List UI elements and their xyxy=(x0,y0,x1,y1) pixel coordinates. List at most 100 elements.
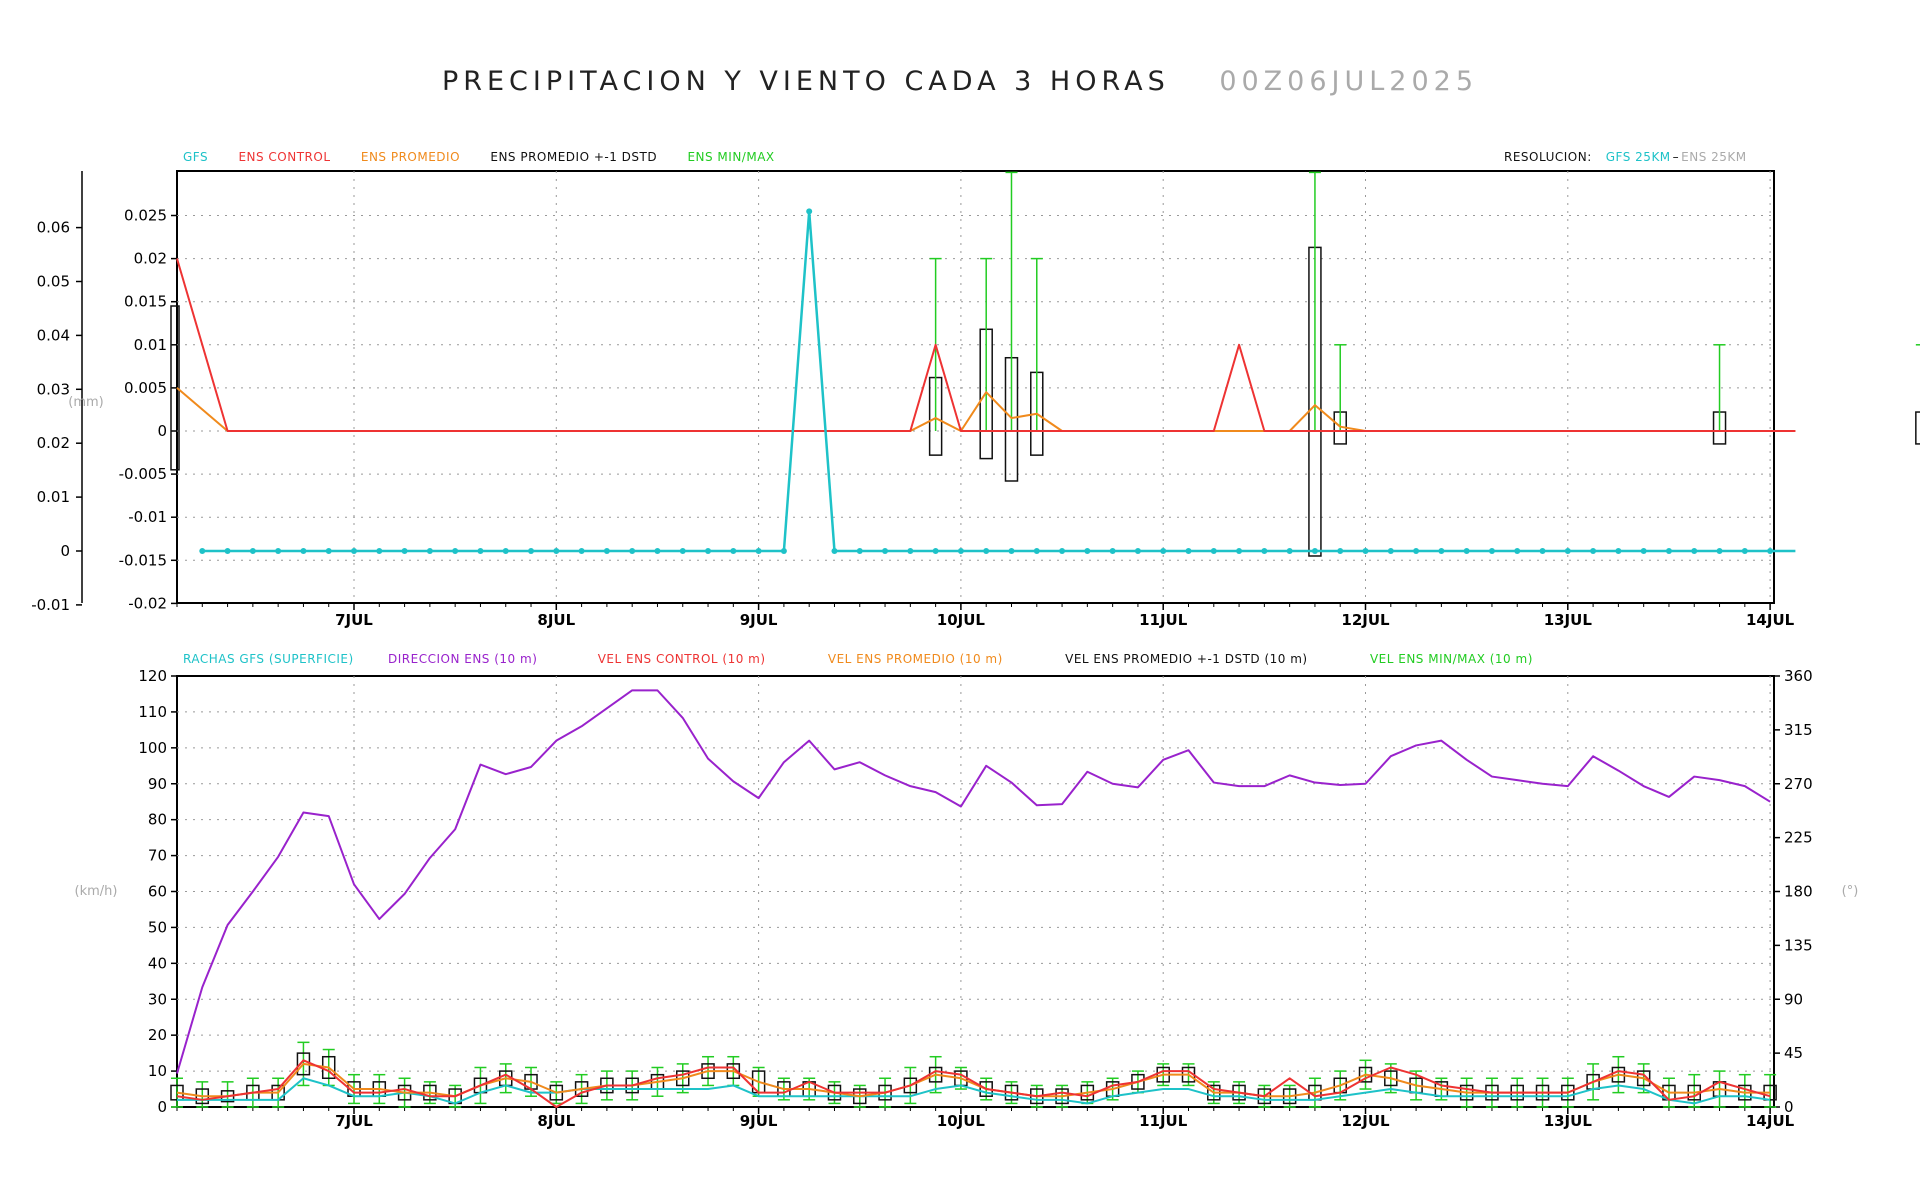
gfs-point xyxy=(1741,548,1748,554)
gfs-point xyxy=(629,548,636,554)
bottom-left-axis-label: (km/h) xyxy=(75,884,118,899)
bottom-right-tick-label: 135 xyxy=(1784,936,1813,954)
gfs-point xyxy=(1210,548,1217,554)
gfs-point xyxy=(401,548,408,554)
top-x-tick-label: 12JUL xyxy=(1341,611,1390,629)
bottom-x-tick-label: 12JUL xyxy=(1341,1112,1390,1130)
top-x-tick-label: 7JUL xyxy=(335,611,373,629)
bottom-x-tick-label: 14JUL xyxy=(1746,1112,1795,1130)
gfs-point xyxy=(983,548,990,554)
bottom-legend: RACHAS GFS (SUPERFICIE) DIRECCION ENS (1… xyxy=(183,652,1533,666)
gfs-point xyxy=(1767,548,1774,554)
gfs-point xyxy=(882,548,889,554)
legend-ens-minmax: ENS MIN/MAX xyxy=(687,150,775,164)
resolution-legend: RESOLUCION: GFS 25KM – ENS 25KM xyxy=(1504,150,1747,164)
gfs-point xyxy=(553,548,560,554)
bottom-x-tick-label: 7JUL xyxy=(335,1112,373,1130)
gfs-point xyxy=(1539,548,1546,554)
bottom-plot-frame xyxy=(176,675,1775,1108)
gfs-point xyxy=(957,548,964,554)
legend-gfs: GFS xyxy=(183,150,209,164)
bottom-right-tick-label: 45 xyxy=(1784,1044,1803,1062)
gfs-point xyxy=(1084,548,1091,554)
top-left-tick-label: 0.04 xyxy=(37,326,70,344)
bottom-right-axis-label: (°) xyxy=(1842,884,1859,899)
wind-std-box xyxy=(903,1077,918,1094)
gfs-point xyxy=(1564,548,1571,554)
bottom-right-tick-label: 180 xyxy=(1784,883,1813,901)
series-direccion xyxy=(176,689,1771,1074)
gfs-point xyxy=(1691,548,1698,554)
bottom-x-tick-label: 10JUL xyxy=(937,1112,986,1130)
gfs-point xyxy=(603,548,610,554)
bottom-left-tick-label: 110 xyxy=(138,703,167,721)
chart-title-row: PRECIPITACION Y VIENTO CADA 3 HORAS 00Z0… xyxy=(0,66,1920,97)
top-left-tick-label: 0.02 xyxy=(37,434,70,452)
bottom-left-tick-label: 120 xyxy=(138,667,167,685)
bottom-x-tick-label: 9JUL xyxy=(740,1112,778,1130)
gfs-point xyxy=(426,548,433,554)
gfs-point xyxy=(1261,548,1268,554)
gfs-point xyxy=(1109,548,1116,554)
bottom-right-tick-label: 360 xyxy=(1784,667,1813,685)
gfs-point xyxy=(1488,548,1495,554)
gfs-point xyxy=(755,548,762,554)
gfs-point xyxy=(1514,548,1521,554)
chart-title: PRECIPITACION Y VIENTO CADA 3 HORAS xyxy=(441,66,1170,97)
gfs-point xyxy=(1640,548,1647,554)
legend-ens-promedio: ENS PROMEDIO xyxy=(360,150,461,164)
gfs-point xyxy=(1590,548,1597,554)
gfs-point xyxy=(831,548,838,554)
gfs-point xyxy=(1286,548,1293,554)
top-x-tick-label: 10JUL xyxy=(937,611,986,629)
bottom-right-tick-label: 315 xyxy=(1784,721,1813,739)
bottom-right-tick-label: 270 xyxy=(1784,775,1813,793)
gfs-point xyxy=(1311,548,1318,554)
gfs-point xyxy=(452,548,459,554)
gfs-point xyxy=(249,548,256,554)
legend-ens-std: ENS PROMEDIO +-1 DSTD xyxy=(490,150,658,164)
bottom-left-tick-label: 90 xyxy=(148,775,167,793)
gfs-point xyxy=(730,548,737,554)
legend-vel-std: VEL ENS PROMEDIO +-1 DSTD (10 m) xyxy=(1065,652,1308,666)
legend-ens-control: ENS CONTROL xyxy=(238,150,331,164)
gfs-point xyxy=(1337,548,1344,554)
top-left-tick-label: 0.01 xyxy=(37,488,70,506)
legend-vel-promedio: VEL ENS PROMEDIO (10 m) xyxy=(827,652,1003,666)
top-inner-tick-label: -0.015 xyxy=(119,551,167,569)
gfs-point xyxy=(654,548,661,554)
gfs-point xyxy=(1033,548,1040,554)
bottom-x-tick-label: 11JUL xyxy=(1139,1112,1188,1130)
gfs-point xyxy=(679,548,686,554)
gfs-point xyxy=(351,548,358,554)
gfs-point xyxy=(300,548,307,554)
top-x-tick-label: 13JUL xyxy=(1544,611,1593,629)
top-inner-tick-label: -0.01 xyxy=(128,508,167,526)
legend-direccion: DIRECCION ENS (10 m) xyxy=(388,652,538,666)
series-gfs xyxy=(202,210,1796,553)
gfs-point xyxy=(932,548,939,554)
gfs-point xyxy=(1463,548,1470,554)
bottom-left-tick-label: 80 xyxy=(148,811,167,829)
top-left-tick-label: 0.06 xyxy=(37,219,70,237)
gfs-point xyxy=(705,548,712,554)
series-ens-control xyxy=(176,258,1796,432)
gfs-point xyxy=(1438,548,1445,554)
top-left-tick-label: 0.05 xyxy=(37,273,70,291)
gfs-point xyxy=(1059,548,1066,554)
gfs-point xyxy=(1185,548,1192,554)
top-inner-tick-label: 0 xyxy=(157,422,167,440)
gfs-point xyxy=(780,548,787,554)
gfs-point xyxy=(376,548,383,554)
top-inner-tick-label: 0.015 xyxy=(124,293,167,311)
gfs-point xyxy=(1387,548,1394,554)
top-std-box xyxy=(170,305,180,471)
resolution-gfs: GFS 25KM xyxy=(1605,150,1671,164)
legend-vel-control: VEL ENS CONTROL (10 m) xyxy=(597,652,766,666)
gfs-point xyxy=(1413,548,1420,554)
bottom-right-tick-label: 90 xyxy=(1784,990,1803,1008)
legend-vel-minmax: VEL ENS MIN/MAX (10 m) xyxy=(1369,652,1533,666)
gfs-point xyxy=(224,548,231,554)
top-inner-tick-label: -0.005 xyxy=(119,465,167,483)
resolution-ens: ENS 25KM xyxy=(1681,150,1747,164)
